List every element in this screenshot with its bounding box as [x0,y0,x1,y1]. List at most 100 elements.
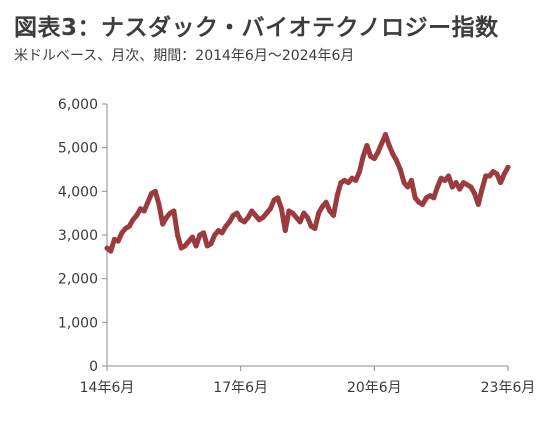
data-point [442,177,448,183]
data-point [449,184,455,190]
data-point [453,180,459,186]
data-point [501,171,507,177]
y-tick-label: 0 [89,359,98,375]
data-point [349,175,355,181]
data-point [330,212,336,218]
data-point [364,142,370,148]
series-line [104,132,511,254]
y-tick-label: 6,000 [58,97,98,113]
data-point [249,208,255,214]
data-point [204,243,210,249]
data-point [353,177,359,183]
data-point [490,169,496,175]
data-point [264,210,270,216]
data-point [152,188,158,194]
x-tick-label: 20年6月 [347,380,402,396]
data-point [475,201,481,207]
data-point [130,217,136,223]
data-point [345,180,351,186]
y-tick-label: 2,000 [58,272,98,288]
data-point [375,149,381,155]
chart-title: 図表3：ナスダック・バイオテクノロジー指数 [14,15,499,41]
data-point [223,223,229,229]
y-axis: 0 1,000 2,000 3,000 4,000 5,000 6,000 [58,97,108,375]
data-point [111,236,117,242]
data-point [390,151,396,157]
data-point [245,215,251,221]
data-point [145,199,151,205]
data-point [290,210,296,216]
data-point [134,212,140,218]
data-point [305,215,310,221]
data-point [126,223,132,229]
data-point [505,164,511,170]
data-point [212,232,218,238]
data-point [163,215,169,221]
data-point [498,180,504,186]
data-point [301,210,307,216]
data-point [275,195,281,201]
data-point [334,193,340,199]
data-point [119,230,125,236]
data-point [234,210,240,216]
y-tick-label: 3,000 [58,228,98,244]
data-point [397,167,403,172]
data-point [282,228,288,234]
data-point [186,239,192,245]
data-point [319,204,325,210]
data-point [486,173,492,179]
data-point [160,221,166,227]
data-point [382,132,388,138]
data-point [405,184,411,190]
data-point [227,219,233,225]
data-point [208,241,214,247]
data-point [215,228,221,234]
data-point [253,212,259,218]
data-point [297,219,303,225]
data-point [178,245,184,251]
data-point [312,225,318,231]
data-point [137,206,143,212]
data-point [457,186,463,192]
data-point [316,210,322,216]
data-point [308,223,314,229]
data-point [241,219,247,225]
data-point [279,206,285,212]
data-point [408,177,414,183]
data-point [156,201,162,207]
data-point [386,142,392,148]
data-point [115,238,121,244]
y-tick-label: 4,000 [58,184,98,200]
data-point [256,217,262,223]
data-point [123,225,129,231]
data-point [427,193,433,199]
data-point [494,171,500,177]
y-tick-label: 1,000 [58,315,98,331]
x-axis: 14年6月 17年6月 20年6月 23年6月 [80,365,536,396]
series-group [104,132,511,254]
data-point [464,182,470,188]
data-point [238,217,244,223]
data-point [323,199,329,205]
data-point [468,184,474,190]
data-point [368,153,374,159]
data-point [342,177,348,183]
data-point [460,180,466,186]
data-point [175,232,181,238]
data-point [182,243,188,249]
x-tick-label: 23年6月 [481,380,536,396]
data-point [141,208,147,214]
data-point [420,201,426,207]
data-point [483,173,489,179]
data-point [327,208,333,214]
data-point [293,215,299,221]
data-point [189,234,195,240]
data-point [201,230,207,236]
data-point [423,195,429,201]
data-point [197,232,203,238]
data-point [167,210,173,216]
data-point [356,169,362,175]
data-point [412,195,418,201]
x-tick-label: 14年6月 [80,380,135,396]
